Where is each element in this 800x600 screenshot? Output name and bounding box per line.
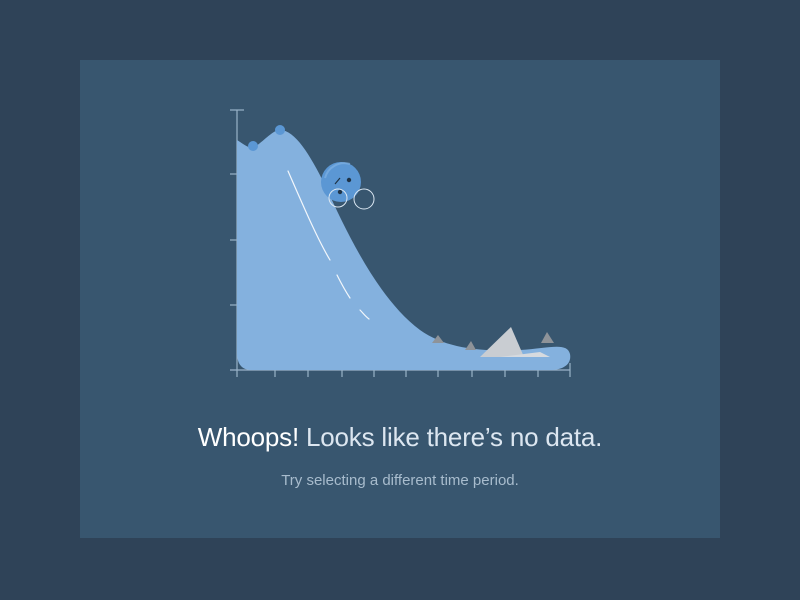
empty-state-card: Whoops! Looks like there’s no data. Try … <box>80 60 720 538</box>
empty-state-headline: Whoops! Looks like there’s no data. <box>80 420 720 454</box>
data-point-icon <box>275 125 285 135</box>
headline-message: Looks like there’s no data. <box>298 422 603 452</box>
empty-state-subtext: Try selecting a different time period. <box>281 472 519 489</box>
curve-highlight <box>287 170 370 320</box>
fading-data-curve <box>237 130 571 370</box>
empty-chart-illustration <box>230 109 571 377</box>
data-point-icon <box>248 141 258 151</box>
headline-emphasis: Whoops! <box>197 422 299 452</box>
rocks-icon <box>432 327 554 357</box>
sad-ball-icon <box>321 162 375 210</box>
